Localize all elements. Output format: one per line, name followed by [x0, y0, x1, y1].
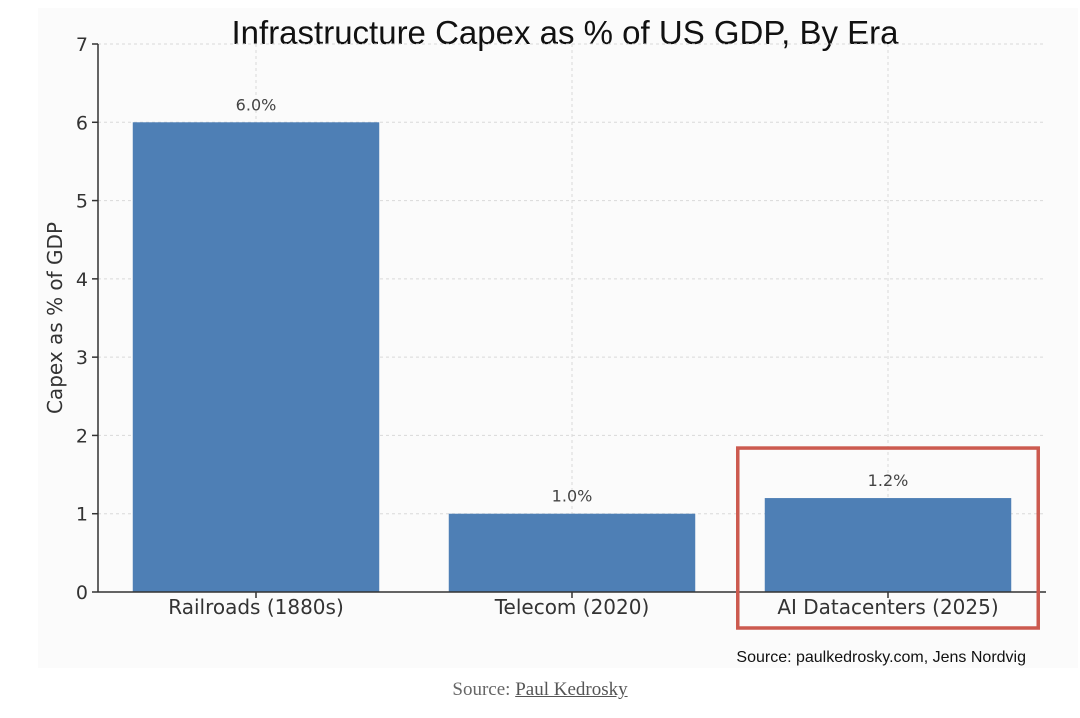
- y-tick-label: 7: [76, 34, 88, 56]
- bar: [448, 513, 696, 592]
- category-label: AI Datacenters (2025): [777, 595, 998, 619]
- bars: [132, 122, 1012, 593]
- y-tick-label: 2: [76, 425, 88, 447]
- data-label: 1.2%: [868, 471, 909, 490]
- y-axis-label: Capex as % of GDP: [43, 222, 67, 414]
- image-caption: Source: Paul Kedrosky: [0, 679, 1080, 701]
- category-labels: Railroads (1880s) Telecom (2020) AI Datace…: [168, 595, 998, 619]
- axes: [92, 43, 1046, 598]
- category-label: Railroads (1880s): [168, 595, 344, 619]
- bar: [764, 498, 1012, 592]
- y-tick-label: 3: [76, 347, 88, 369]
- y-tick-labels: 0 1 2 3 4 5 6 7: [76, 34, 88, 604]
- data-labels: 6.0% 1.0% 1.2%: [236, 95, 909, 505]
- caption-prefix: Source:: [452, 679, 516, 700]
- category-label: Telecom (2020): [494, 595, 650, 619]
- source-annotation: Source: paulkedrosky.com, Jens Nordvig: [736, 649, 1026, 666]
- y-tick-label: 4: [76, 269, 88, 291]
- y-tick-label: 1: [76, 504, 88, 526]
- y-tick-label: 5: [76, 191, 88, 213]
- data-label: 1.0%: [552, 487, 593, 506]
- bar: [132, 122, 380, 593]
- highlight-box: [736, 446, 1040, 630]
- y-tick-label: 0: [76, 582, 88, 604]
- data-label: 6.0%: [236, 95, 277, 114]
- caption-link[interactable]: Paul Kedrosky: [515, 679, 628, 700]
- chart-title: Infrastructure Capex as % of US GDP, By …: [232, 14, 900, 51]
- y-tick-label: 6: [76, 112, 88, 134]
